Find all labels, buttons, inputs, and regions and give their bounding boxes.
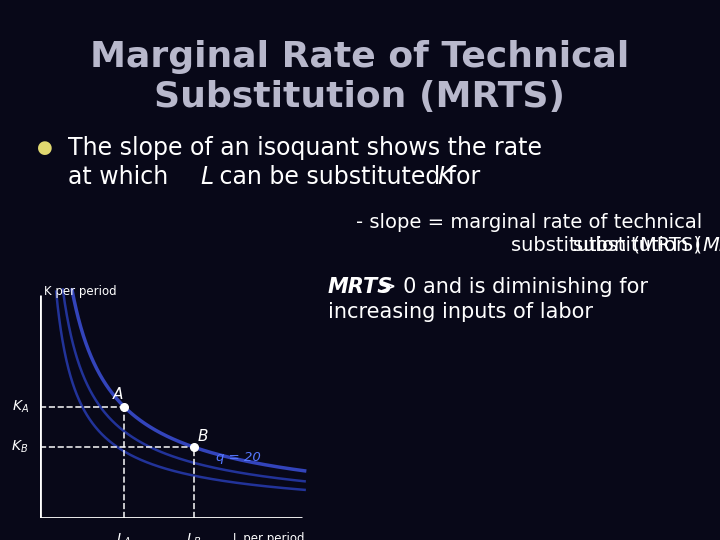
Text: increasing inputs of labor: increasing inputs of labor: [328, 302, 593, 322]
Text: > 0 and is diminishing for: > 0 and is diminishing for: [379, 277, 649, 298]
Text: $K_A$: $K_A$: [12, 399, 29, 415]
Text: K: K: [438, 165, 454, 189]
Text: at which: at which: [68, 165, 176, 189]
Text: Marginal Rate of Technical: Marginal Rate of Technical: [91, 40, 629, 73]
Text: $L_A$: $L_A$: [117, 532, 132, 540]
Text: MRTS: MRTS: [328, 277, 393, 298]
Text: L: L: [200, 165, 213, 189]
Text: can be substituted for: can be substituted for: [212, 165, 487, 189]
Text: q = 20: q = 20: [216, 451, 261, 464]
Text: ●: ●: [37, 139, 53, 157]
Text: MRTS): MRTS): [702, 235, 720, 255]
Text: substitution (MRTS): substitution (MRTS): [511, 235, 701, 255]
Text: Substitution (MRTS): Substitution (MRTS): [155, 80, 565, 114]
Text: substitution (: substitution (: [573, 235, 702, 255]
Text: A: A: [113, 387, 123, 402]
Text: The slope of an isoquant shows the rate: The slope of an isoquant shows the rate: [68, 136, 542, 160]
Text: K per period: K per period: [44, 285, 116, 298]
Text: $K_B$: $K_B$: [12, 439, 29, 455]
Text: $L_B$: $L_B$: [186, 532, 202, 540]
Text: B: B: [197, 429, 208, 444]
Text: - slope = marginal rate of technical: - slope = marginal rate of technical: [356, 213, 702, 232]
Text: L per period: L per period: [233, 532, 305, 540]
